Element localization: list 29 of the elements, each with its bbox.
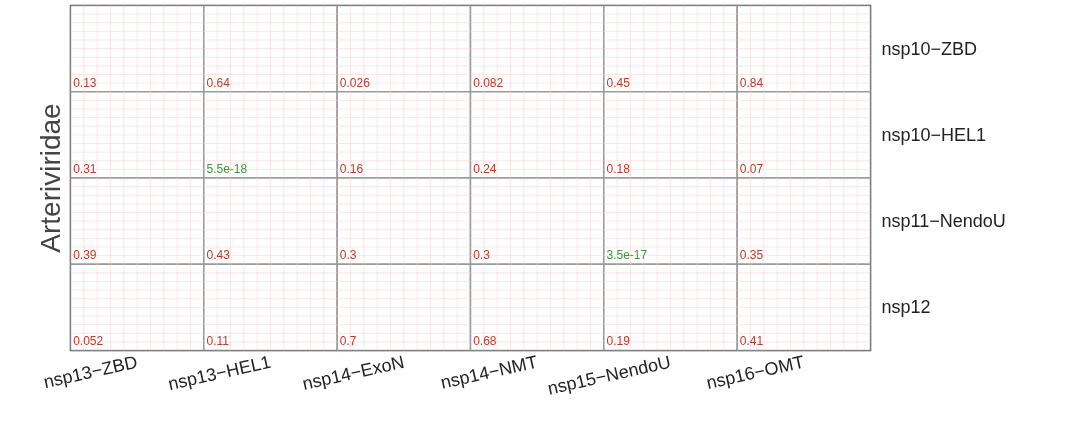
data-label: 3.5e-17 bbox=[606, 248, 648, 263]
data-label: 0.64 bbox=[206, 75, 231, 90]
data-label: 0.13 bbox=[73, 75, 97, 90]
data-label: 0.31 bbox=[73, 161, 97, 176]
data-label: 0.052 bbox=[73, 334, 104, 349]
data-label: 0.45 bbox=[606, 75, 631, 90]
y-tick-label: nsp10−ZBD bbox=[881, 38, 978, 59]
data-label: 0.7 bbox=[339, 334, 357, 349]
y-tick-label: nsp10−HEL1 bbox=[881, 124, 987, 145]
data-label: 0.11 bbox=[206, 334, 230, 349]
data-label: 0.43 bbox=[206, 248, 231, 263]
data-label: 0.16 bbox=[339, 161, 364, 176]
data-label: 0.18 bbox=[606, 161, 631, 176]
y-axis-title: Arteriviridae bbox=[34, 103, 66, 253]
data-label: 0.39 bbox=[73, 248, 97, 263]
y-tick-label: nsp11−NendoU bbox=[881, 211, 1006, 232]
data-label: 0.3 bbox=[339, 248, 357, 263]
data-label: 0.41 bbox=[739, 334, 764, 349]
data-label: 0.35 bbox=[739, 248, 764, 263]
data-label: 0.24 bbox=[473, 161, 497, 176]
data-label: 0.19 bbox=[606, 334, 631, 349]
data-label: 0.68 bbox=[473, 334, 497, 349]
data-label: 0.082 bbox=[473, 75, 504, 90]
data-label: 5.5e-18 bbox=[206, 161, 248, 176]
data-label: 0.026 bbox=[339, 75, 371, 90]
data-label: 0.3 bbox=[473, 248, 491, 263]
y-tick-label: nsp12 bbox=[881, 297, 931, 318]
data-label: 0.07 bbox=[739, 161, 764, 176]
data-label: 0.84 bbox=[739, 75, 764, 90]
